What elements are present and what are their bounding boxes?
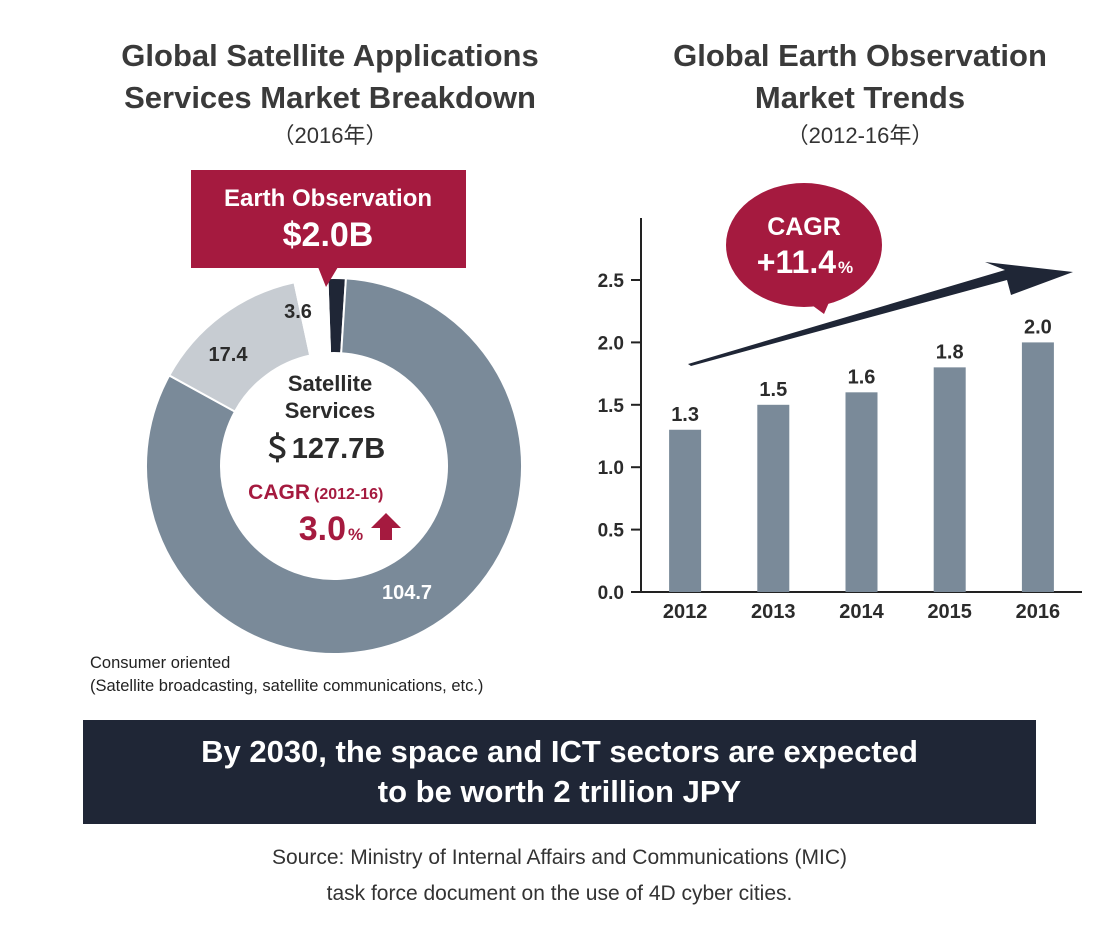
source-line2: task force document on the use of 4D cyb… (326, 882, 793, 905)
x-tick-label: 2015 (927, 601, 972, 623)
y-tick-label: 2.5 (598, 271, 625, 292)
left-chart-title: Global Satellite Applications Services M… (80, 35, 580, 153)
cagr-bubble-value: +11.4 (757, 244, 836, 280)
trend-arrow-icon (688, 262, 1073, 366)
bar-value-label: 1.3 (671, 404, 699, 426)
bar (1021, 342, 1054, 592)
x-tick-label: 2012 (663, 601, 708, 623)
cagr-bubble: CAGR +11.4 % (726, 183, 882, 314)
donut-slice (293, 277, 332, 357)
right-title-line1: Global Earth Observation (673, 38, 1047, 73)
y-tick-label: 1.5 (598, 396, 625, 417)
bar-chart: 0.0 0.5 1.0 1.5 2.0 2.5 1.3 2012 1.5 2013 1.6 2014 1… (598, 218, 1082, 623)
center-line1: Satellite (288, 371, 372, 396)
left-title-line2: Services Market Breakdown (124, 80, 536, 115)
callout-label: Earth Observation (224, 185, 432, 212)
x-tick-label: 2016 (1016, 601, 1061, 623)
y-tick-label: 0.5 (598, 521, 625, 542)
left-subtitle: （2016年） (272, 123, 388, 148)
bar-value-label: 2.0 (1024, 316, 1052, 338)
bar (757, 404, 790, 592)
right-chart-title: Global Earth Observation Market Trends （… (610, 35, 1110, 153)
note-line2: (Satellite broadcasting, satellite commu… (90, 677, 484, 695)
center-cagr-unit: % (348, 525, 363, 544)
center-cagr-period: (2012-16) (314, 486, 383, 503)
banner-line2: to be worth 2 trillion JPY (377, 774, 742, 809)
bar (933, 367, 966, 592)
cagr-bubble-label: CAGR (767, 213, 841, 241)
cagr-bubble-tail (805, 300, 830, 314)
donut-slice-label: 3.6 (284, 301, 312, 323)
cagr-bubble-unit: % (838, 258, 853, 277)
callout-box (191, 170, 466, 268)
bar-value-label: 1.6 (848, 366, 876, 388)
donut-center: Satellite Services ＄127.7B CAGR (2012-16… (248, 371, 401, 548)
summary-banner: By 2030, the space and ICT sectors are e… (83, 720, 1036, 824)
x-tick-label: 2014 (839, 601, 884, 623)
note-line1: Consumer oriented (90, 654, 231, 672)
bar-value-label: 1.8 (936, 341, 964, 363)
source-note: Source: Ministry of Internal Affairs and… (83, 840, 1036, 912)
donut-slice (145, 277, 523, 655)
donut-chart: 104.7 17.4 3.6 (145, 277, 523, 655)
y-tick-label: 0.0 (598, 583, 624, 604)
source-line1: Source: Ministry of Internal Affairs and… (272, 846, 847, 869)
cagr-bubble-shape (726, 183, 882, 307)
bar (669, 429, 702, 592)
donut-slice-label: 17.4 (209, 344, 249, 366)
center-cagr-label: CAGR (248, 481, 310, 504)
left-title-line1: Global Satellite Applications (121, 38, 539, 73)
callout-value: $2.0B (283, 216, 374, 254)
y-tick-label: 2.0 (598, 333, 624, 354)
center-total: ＄127.7B (263, 431, 386, 465)
y-tick-label: 1.0 (598, 458, 624, 479)
center-line2: Services (285, 398, 376, 423)
consumer-note: Consumer oriented (Satellite broadcastin… (90, 652, 483, 698)
callout-pointer (318, 267, 338, 287)
right-subtitle: （2012-16年） (786, 123, 934, 148)
center-cagr-value: 3.0 (299, 510, 346, 548)
bar (845, 392, 878, 592)
earth-observation-callout: Earth Observation $2.0B (191, 170, 466, 287)
x-tick-label: 2013 (751, 601, 796, 623)
donut-slice-label: 104.7 (382, 582, 432, 604)
right-title-line2: Market Trends (754, 80, 966, 115)
bar-value-label: 1.5 (759, 379, 787, 401)
banner-line1: By 2030, the space and ICT sectors are e… (201, 734, 918, 769)
up-arrow-icon (371, 513, 401, 540)
